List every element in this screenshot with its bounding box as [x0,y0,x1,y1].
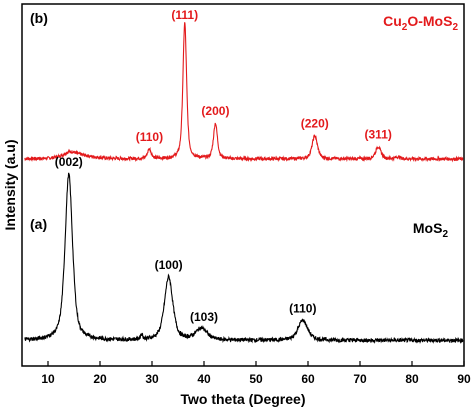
x-axis-ticks: 10 20 30 40 50 60 70 80 90 [41,361,471,386]
peak-label: (103) [190,310,218,324]
x-tick-label: 10 [41,372,55,386]
peak-label: (110) [136,130,163,144]
legend-mos2: MoS2 [413,220,449,240]
x-tick-label: 40 [197,372,211,386]
peak-label: (111) [171,8,198,22]
x-tick-label: 60 [301,372,315,386]
peak-label: (110) [289,301,316,315]
peak-annotations: (110) (111) (200) (220) (311) (002) (100) (103)… [55,8,392,324]
peak-label: (311) [365,128,392,142]
peak-label: (100) [155,258,183,272]
panel-label-b: (b) [30,10,48,26]
x-tick-label: 70 [353,372,367,386]
peak-label: (200) [201,104,229,118]
x-tick-label: 20 [93,372,107,386]
series-layer [24,22,464,345]
plot-frame [21,3,465,367]
panel-label-a: (a) [30,216,47,232]
x-tick-label: 50 [249,372,263,386]
x-axis-label: Two theta (Degree) [181,391,306,407]
legend-cu2o-mos2: Cu2O-MoS2 [383,13,458,33]
series-line-mos2 [24,172,464,345]
series-line-cu2o-mos2 [24,22,464,163]
peak-label: (220) [301,117,329,131]
peak-label: (002) [55,155,83,169]
y-axis-label: Intensity (a.u) [2,139,18,230]
x-tick-label: 90 [457,372,471,386]
x-tick-label: 80 [405,372,419,386]
x-tick-label: 30 [145,372,159,386]
